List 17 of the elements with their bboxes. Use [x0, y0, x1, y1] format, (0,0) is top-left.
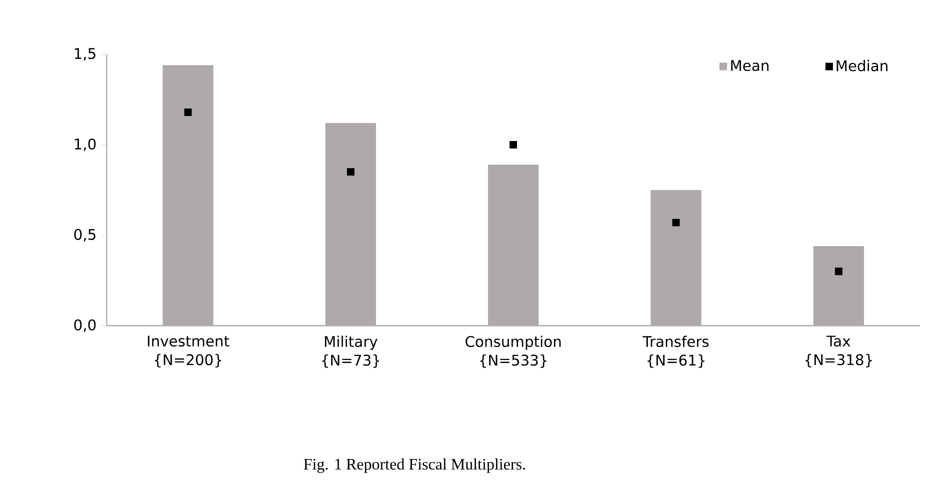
point: [510, 141, 518, 149]
point: [672, 218, 680, 226]
caption: Fig. 1 Reported Fiscal Multipliers.: [304, 458, 525, 473]
legend-label: Mean: [731, 60, 768, 72]
x-tick-label: Investment {N=200}: [148, 336, 230, 368]
y-tick-label: 1,5: [74, 48, 96, 61]
x-tick-label: Military {N=73}: [322, 336, 380, 368]
legend-label: Median: [836, 60, 888, 72]
point: [184, 108, 192, 116]
y-tick-label: 0,5: [74, 228, 96, 242]
y-tick-label: 1,0: [74, 138, 96, 152]
x-tick-label: Tax {N=318}: [806, 336, 872, 368]
point: [834, 268, 842, 276]
y-tick-label: 0,0: [74, 319, 96, 332]
x-tick-label: Consumption {N=533}: [466, 336, 561, 368]
x-tick-label: Transfers {N=61}: [642, 336, 709, 368]
point: [346, 168, 354, 176]
